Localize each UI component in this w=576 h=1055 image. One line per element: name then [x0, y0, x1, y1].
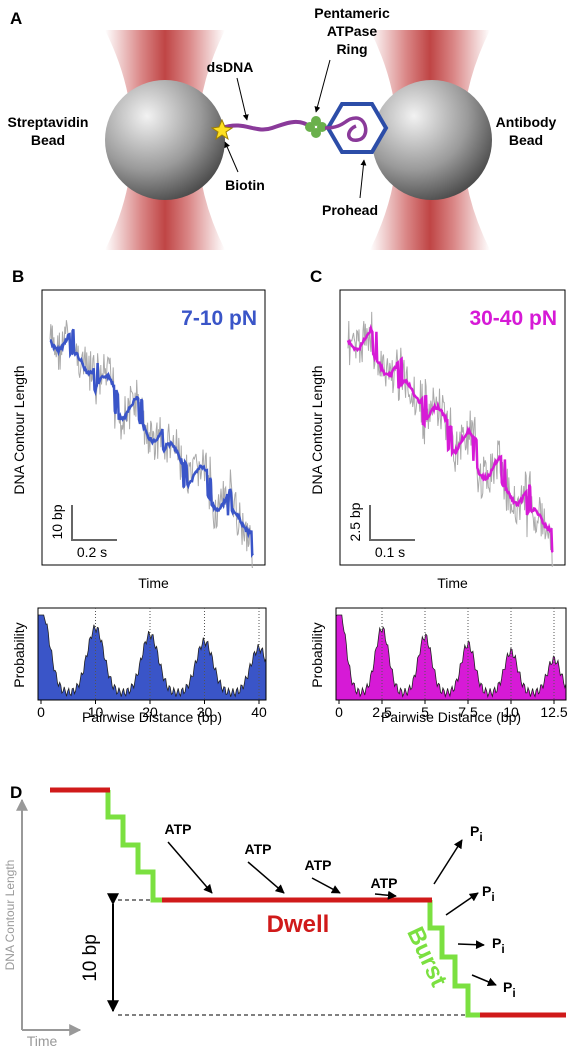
smoothed-trace: [346, 323, 554, 554]
y-axis-label: DNA Contour Length: [11, 365, 27, 494]
pi-label: Pi: [503, 979, 516, 1000]
panel-c: C 30-40 pN DNA Contour Length 2.5 bp 0.1 s Ti…: [309, 267, 568, 725]
force-label: 30-40 pN: [469, 307, 557, 330]
pi-base: P: [503, 979, 512, 995]
atp-label: ATP: [371, 875, 398, 891]
histogram: [335, 614, 567, 701]
x-tick-label: 0: [335, 704, 343, 720]
y-axis-label: DNA Contour Length: [309, 365, 325, 494]
biotin: [210, 118, 234, 141]
x-tick-label: 30: [197, 704, 213, 720]
pi-sub: i: [479, 830, 482, 844]
panel-label: B: [12, 267, 24, 286]
burst-steps: [427, 900, 482, 1018]
x-tick-label: 5: [421, 704, 429, 720]
step-label: 10 bp: [80, 934, 101, 982]
burst-steps: [105, 790, 163, 903]
x-tick-label: 10: [88, 704, 104, 720]
atp-label: ATP: [165, 821, 192, 837]
x-tick-label: 10: [503, 704, 519, 720]
dwell-label: Dwell: [267, 911, 330, 938]
panel-d: D DNA Contour Length Time 10 bp Dwell Bu…: [3, 783, 566, 1049]
x-tick-label: 40: [251, 704, 267, 720]
x-tick-label: 2.5: [372, 704, 392, 720]
hist-frame: [37, 607, 267, 701]
raw-trace: [49, 320, 254, 568]
x-axis-label: Time: [437, 575, 468, 591]
label: Prohead: [322, 202, 378, 218]
panel-b: B 7-10 pN DNA Contour Length 10 bp 0.2 s Time…: [11, 267, 267, 725]
prohead: [325, 102, 389, 154]
pi-sub: i: [491, 890, 494, 904]
pi-label: Pi: [492, 935, 505, 956]
label: Antibody: [496, 114, 557, 130]
panel-label: C: [310, 267, 322, 286]
motor: [305, 116, 327, 138]
hist-x-label: Pairwise Distance (bp): [82, 709, 222, 725]
packaged-dna: [324, 116, 368, 142]
panel-label: A: [10, 9, 22, 28]
scale-x-label: 0.2 s: [77, 544, 107, 560]
panel-a: A Streptavidin Bead dsDNA Pentameric ATP…: [8, 5, 557, 250]
scale-x-label: 0.1 s: [375, 544, 405, 560]
x-tick-label: 12.5: [540, 704, 567, 720]
panel-label: D: [10, 783, 22, 802]
x-axis-label: Time: [27, 1033, 58, 1049]
pi-label: Pi: [482, 883, 495, 904]
force-label: 7-10 pN: [181, 307, 257, 330]
plot-frame: [41, 289, 266, 566]
scale-y-label: 10 bp: [49, 504, 65, 539]
dsdna: [221, 120, 314, 132]
x-tick-label: 20: [142, 704, 158, 720]
hist-y-label: Probability: [11, 622, 27, 687]
plot-frame: [339, 289, 566, 566]
label: Bead: [509, 132, 543, 148]
scale-bar: [369, 505, 415, 541]
pi-sub: i: [501, 942, 504, 956]
scale-bar: [71, 505, 117, 541]
y-axis-label: DNA Contour Length: [3, 860, 17, 971]
pi-sub: i: [512, 986, 515, 1000]
label: ATPase: [327, 23, 378, 39]
histogram: [37, 614, 267, 701]
label: Biotin: [225, 177, 265, 193]
label: Ring: [336, 41, 367, 57]
scale-y-label: 2.5 bp: [347, 502, 363, 541]
label: dsDNA: [207, 59, 254, 75]
pi-base: P: [492, 935, 501, 951]
x-tick-label: 7.5: [458, 704, 478, 720]
pi-base: P: [482, 883, 491, 899]
pi-base: P: [470, 823, 479, 839]
label: Bead: [31, 132, 65, 148]
hist-frame: [335, 607, 567, 701]
hist-y-label: Probability: [309, 622, 325, 687]
smoothed-trace: [49, 328, 254, 558]
x-tick-label: 0: [37, 704, 45, 720]
label: Pentameric: [314, 5, 390, 21]
bead: [105, 80, 225, 200]
hist-x-label: Pairwise Distance (bp): [381, 709, 521, 725]
bead: [372, 80, 492, 200]
x-axis-label: Time: [138, 575, 169, 591]
pi-label: Pi: [470, 823, 483, 844]
atp-label: ATP: [305, 857, 332, 873]
atp-label: ATP: [245, 841, 272, 857]
label: Streptavidin: [8, 114, 89, 130]
